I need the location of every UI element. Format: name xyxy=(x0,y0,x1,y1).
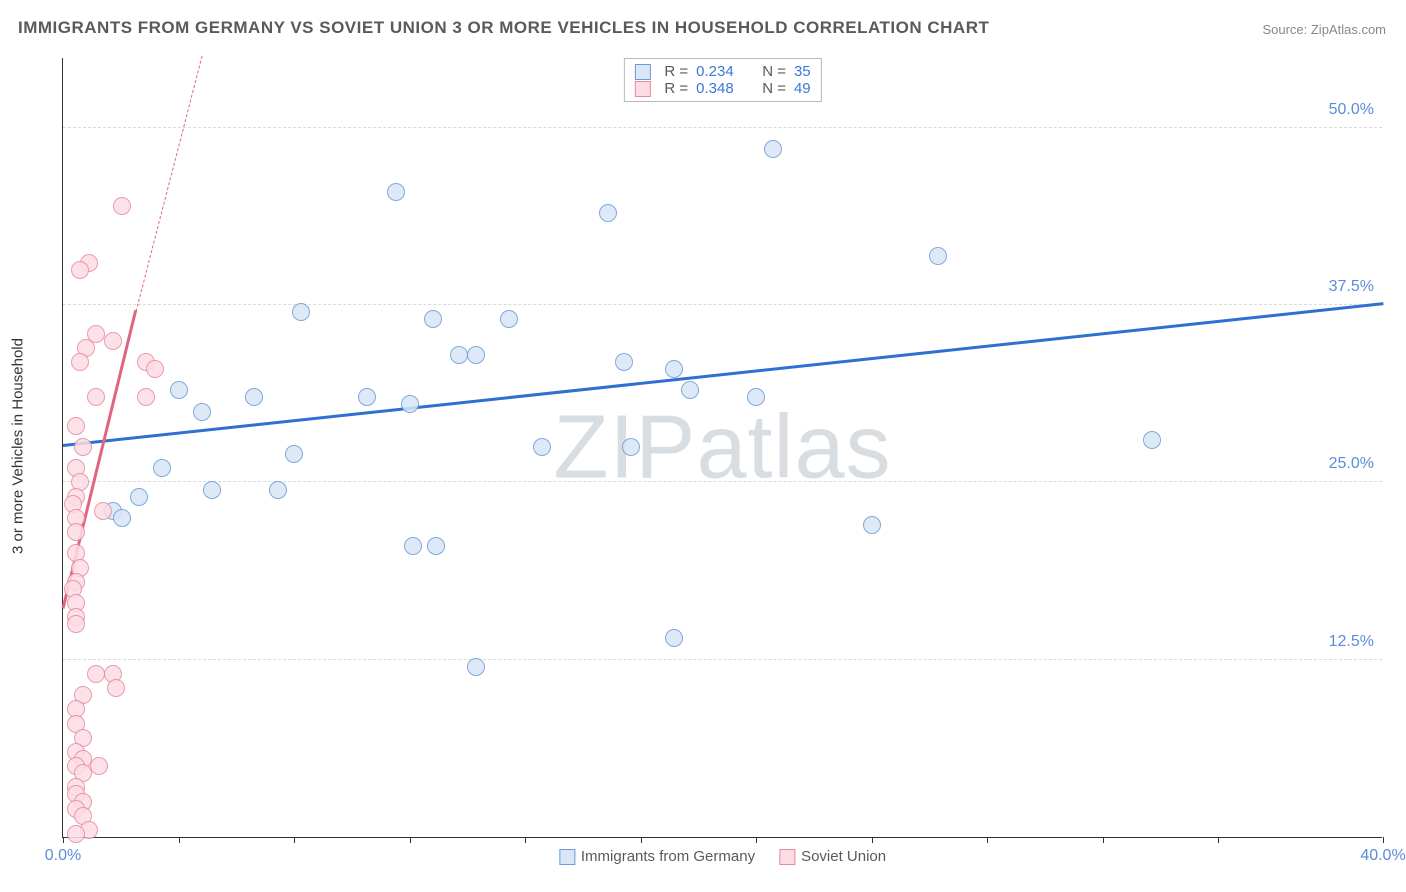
data-point xyxy=(113,509,131,527)
stats-n-prefix: N = xyxy=(762,63,786,80)
x-tick xyxy=(410,837,411,843)
data-point xyxy=(245,388,263,406)
data-point xyxy=(404,537,422,555)
data-point xyxy=(104,332,122,350)
data-point xyxy=(424,310,442,328)
data-point xyxy=(929,247,947,265)
gridline xyxy=(63,481,1382,482)
data-point xyxy=(467,346,485,364)
legend-swatch xyxy=(634,81,650,97)
data-point xyxy=(71,353,89,371)
gridline xyxy=(63,304,1382,305)
data-point xyxy=(665,629,683,647)
stats-r-value: 0.348 xyxy=(696,80,734,97)
data-point xyxy=(90,757,108,775)
y-tick-label: 25.0% xyxy=(1329,455,1374,473)
data-point xyxy=(67,825,85,843)
legend-swatch xyxy=(634,64,650,80)
data-point xyxy=(285,445,303,463)
data-point xyxy=(203,481,221,499)
x-tick xyxy=(1218,837,1219,843)
stats-r-prefix: R = xyxy=(664,80,688,97)
data-point xyxy=(615,353,633,371)
data-point xyxy=(193,403,211,421)
data-point xyxy=(67,417,85,435)
plot-area: ZIPatlas R = 0.234 N = 35R = 0.348 N = 4… xyxy=(62,58,1382,838)
x-tick xyxy=(294,837,295,843)
stats-r-prefix: R = xyxy=(664,63,688,80)
data-point xyxy=(747,388,765,406)
data-point xyxy=(107,679,125,697)
legend-label: Soviet Union xyxy=(801,848,886,865)
data-point xyxy=(622,438,640,456)
legend-swatch xyxy=(559,849,575,865)
data-point xyxy=(153,459,171,477)
stats-legend-box: R = 0.234 N = 35R = 0.348 N = 49 xyxy=(623,58,821,102)
data-point xyxy=(269,481,287,499)
data-point xyxy=(67,615,85,633)
gridline xyxy=(63,659,1382,660)
data-point xyxy=(292,303,310,321)
data-point xyxy=(130,488,148,506)
x-tick-label-min: 0.0% xyxy=(45,847,81,865)
data-point xyxy=(67,523,85,541)
trend-line xyxy=(135,56,202,312)
data-point xyxy=(1143,431,1161,449)
data-point xyxy=(113,197,131,215)
data-point xyxy=(681,381,699,399)
x-tick xyxy=(872,837,873,843)
x-tick-label-max: 40.0% xyxy=(1360,847,1405,865)
data-point xyxy=(87,388,105,406)
data-point xyxy=(146,360,164,378)
stats-r-value: 0.234 xyxy=(696,63,734,80)
data-point xyxy=(74,438,92,456)
data-point xyxy=(137,388,155,406)
x-tick xyxy=(1383,837,1384,843)
chart-title: IMMIGRANTS FROM GERMANY VS SOVIET UNION … xyxy=(18,18,989,38)
legend-item: Soviet Union xyxy=(779,848,886,865)
series-legend: Immigrants from Germany Soviet Union xyxy=(559,848,886,865)
gridline xyxy=(63,127,1382,128)
data-point xyxy=(401,395,419,413)
x-tick xyxy=(1103,837,1104,843)
stats-n-value: 49 xyxy=(794,80,811,97)
legend-label: Immigrants from Germany xyxy=(581,848,755,865)
stats-row: R = 0.234 N = 35 xyxy=(634,63,810,80)
data-point xyxy=(358,388,376,406)
x-tick xyxy=(756,837,757,843)
y-axis-label: 3 or more Vehicles in Household xyxy=(10,338,27,554)
data-point xyxy=(665,360,683,378)
data-point xyxy=(427,537,445,555)
data-point xyxy=(533,438,551,456)
source-attribution: Source: ZipAtlas.com xyxy=(1262,22,1386,37)
y-tick-label: 50.0% xyxy=(1329,101,1374,119)
y-tick-label: 37.5% xyxy=(1329,278,1374,296)
x-tick xyxy=(179,837,180,843)
data-point xyxy=(764,140,782,158)
data-point xyxy=(94,502,112,520)
data-point xyxy=(87,665,105,683)
watermark: ZIPatlas xyxy=(553,396,891,499)
x-tick xyxy=(987,837,988,843)
y-tick-label: 12.5% xyxy=(1329,633,1374,651)
data-point xyxy=(467,658,485,676)
data-point xyxy=(387,183,405,201)
data-point xyxy=(71,261,89,279)
legend-item: Immigrants from Germany xyxy=(559,848,755,865)
x-tick xyxy=(63,837,64,843)
data-point xyxy=(450,346,468,364)
data-point xyxy=(863,516,881,534)
legend-swatch xyxy=(779,849,795,865)
data-point xyxy=(500,310,518,328)
stats-n-value: 35 xyxy=(794,63,811,80)
data-point xyxy=(599,204,617,222)
trend-line xyxy=(63,302,1383,447)
x-tick xyxy=(641,837,642,843)
stats-n-prefix: N = xyxy=(762,80,786,97)
stats-row: R = 0.348 N = 49 xyxy=(634,80,810,97)
data-point xyxy=(170,381,188,399)
x-tick xyxy=(525,837,526,843)
